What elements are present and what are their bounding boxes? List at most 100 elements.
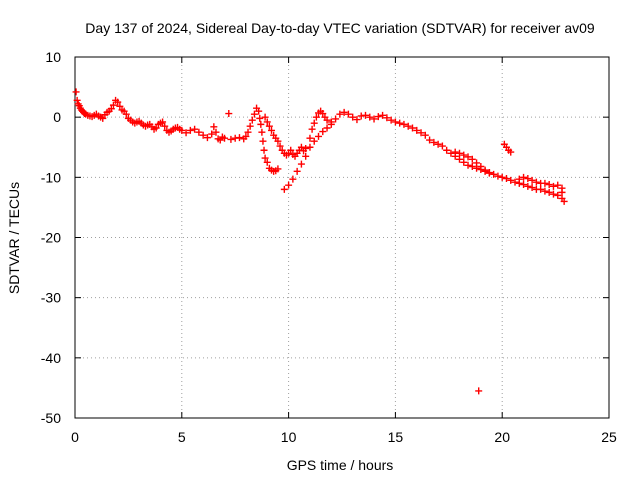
data-point — [258, 128, 266, 136]
data-point — [99, 114, 107, 122]
data-point — [336, 110, 344, 118]
data-point — [246, 122, 254, 130]
y-tick-label: 0 — [53, 109, 61, 125]
data-point — [549, 190, 557, 198]
data-point — [159, 118, 167, 126]
data-point — [477, 163, 485, 171]
data-point — [308, 125, 316, 133]
data-point — [528, 184, 536, 192]
data-point — [152, 124, 160, 132]
data-point — [323, 124, 331, 132]
data-point — [297, 160, 305, 168]
data-point — [426, 136, 434, 144]
data-point — [260, 146, 268, 154]
y-axis-label: SDTVAR / TECUs — [6, 182, 22, 294]
data-point — [481, 166, 489, 174]
x-tick-label: 5 — [178, 429, 186, 445]
grid — [75, 57, 609, 418]
data-point — [349, 113, 357, 121]
data-point — [312, 113, 320, 121]
data-point — [306, 134, 314, 142]
data-point — [263, 118, 271, 126]
data-point — [195, 128, 203, 136]
data-point — [451, 148, 459, 156]
y-tick-label: -20 — [41, 230, 61, 246]
data-point — [485, 169, 493, 177]
data-point — [475, 387, 483, 395]
data-point — [473, 159, 481, 167]
data-point — [302, 144, 310, 152]
data-point — [276, 142, 284, 150]
data-point — [327, 118, 335, 126]
data-point — [490, 170, 498, 178]
data-point — [178, 126, 186, 134]
x-axis-label: GPS time / hours — [287, 457, 394, 473]
data-point — [235, 134, 243, 142]
data-point — [391, 118, 399, 126]
data-point — [417, 129, 425, 137]
data-point — [520, 181, 528, 189]
data-point — [268, 126, 276, 134]
x-tick-label: 20 — [494, 429, 510, 445]
data-point — [255, 107, 263, 115]
data-point — [549, 182, 557, 190]
data-point — [344, 110, 352, 118]
data-point — [319, 110, 327, 118]
data-point — [191, 125, 199, 133]
x-tick-label: 0 — [71, 429, 79, 445]
data-point — [274, 137, 282, 145]
data-point — [186, 126, 194, 134]
data-point — [524, 175, 532, 183]
data-point — [507, 176, 515, 184]
data-point — [242, 132, 250, 140]
data-point — [447, 149, 455, 157]
data-point — [72, 88, 80, 96]
data-point — [340, 108, 348, 116]
data-point — [468, 163, 476, 171]
data-point — [73, 96, 81, 104]
data-point — [515, 175, 523, 183]
data-point — [545, 181, 553, 189]
data-point — [315, 132, 323, 140]
data-point — [116, 102, 124, 110]
data-point — [494, 172, 502, 180]
data-point — [434, 140, 442, 148]
data-point — [400, 120, 408, 128]
data-point — [387, 116, 395, 124]
data-point — [443, 146, 451, 154]
y-tick-label: -40 — [41, 350, 61, 366]
data-point — [404, 122, 412, 130]
data-point — [421, 131, 429, 139]
data-point — [460, 158, 468, 166]
data-point — [353, 116, 361, 124]
data-point — [537, 185, 545, 193]
y-tick-label: -10 — [41, 169, 61, 185]
data-point — [203, 134, 211, 142]
data-point — [227, 135, 235, 143]
data-point — [248, 116, 256, 124]
data-point — [323, 116, 331, 124]
axis-ticks: 0 5 10 15 20 25 -50 -40 -30 -20 -10 0 10 — [41, 49, 617, 445]
data-point — [438, 142, 446, 150]
data-point — [263, 158, 271, 166]
data-point — [182, 129, 190, 137]
data-point — [502, 175, 510, 183]
data-point — [289, 175, 297, 183]
chart-title: Day 137 of 2024, Sidereal Day-to-day VTE… — [85, 20, 595, 36]
data-point — [225, 110, 233, 118]
data-point — [310, 137, 318, 145]
data-point — [520, 173, 528, 181]
y-tick-label: -30 — [41, 290, 61, 306]
data-point — [374, 113, 382, 121]
data-point — [261, 154, 269, 162]
data-point — [259, 137, 267, 145]
data-point — [257, 120, 265, 128]
data-point — [221, 134, 229, 142]
data-point — [319, 128, 327, 136]
data-point — [430, 138, 438, 146]
x-tick-label: 25 — [601, 429, 617, 445]
data-point — [554, 181, 562, 189]
data-point — [464, 161, 472, 169]
data-point — [297, 143, 305, 151]
data-point — [524, 182, 532, 190]
